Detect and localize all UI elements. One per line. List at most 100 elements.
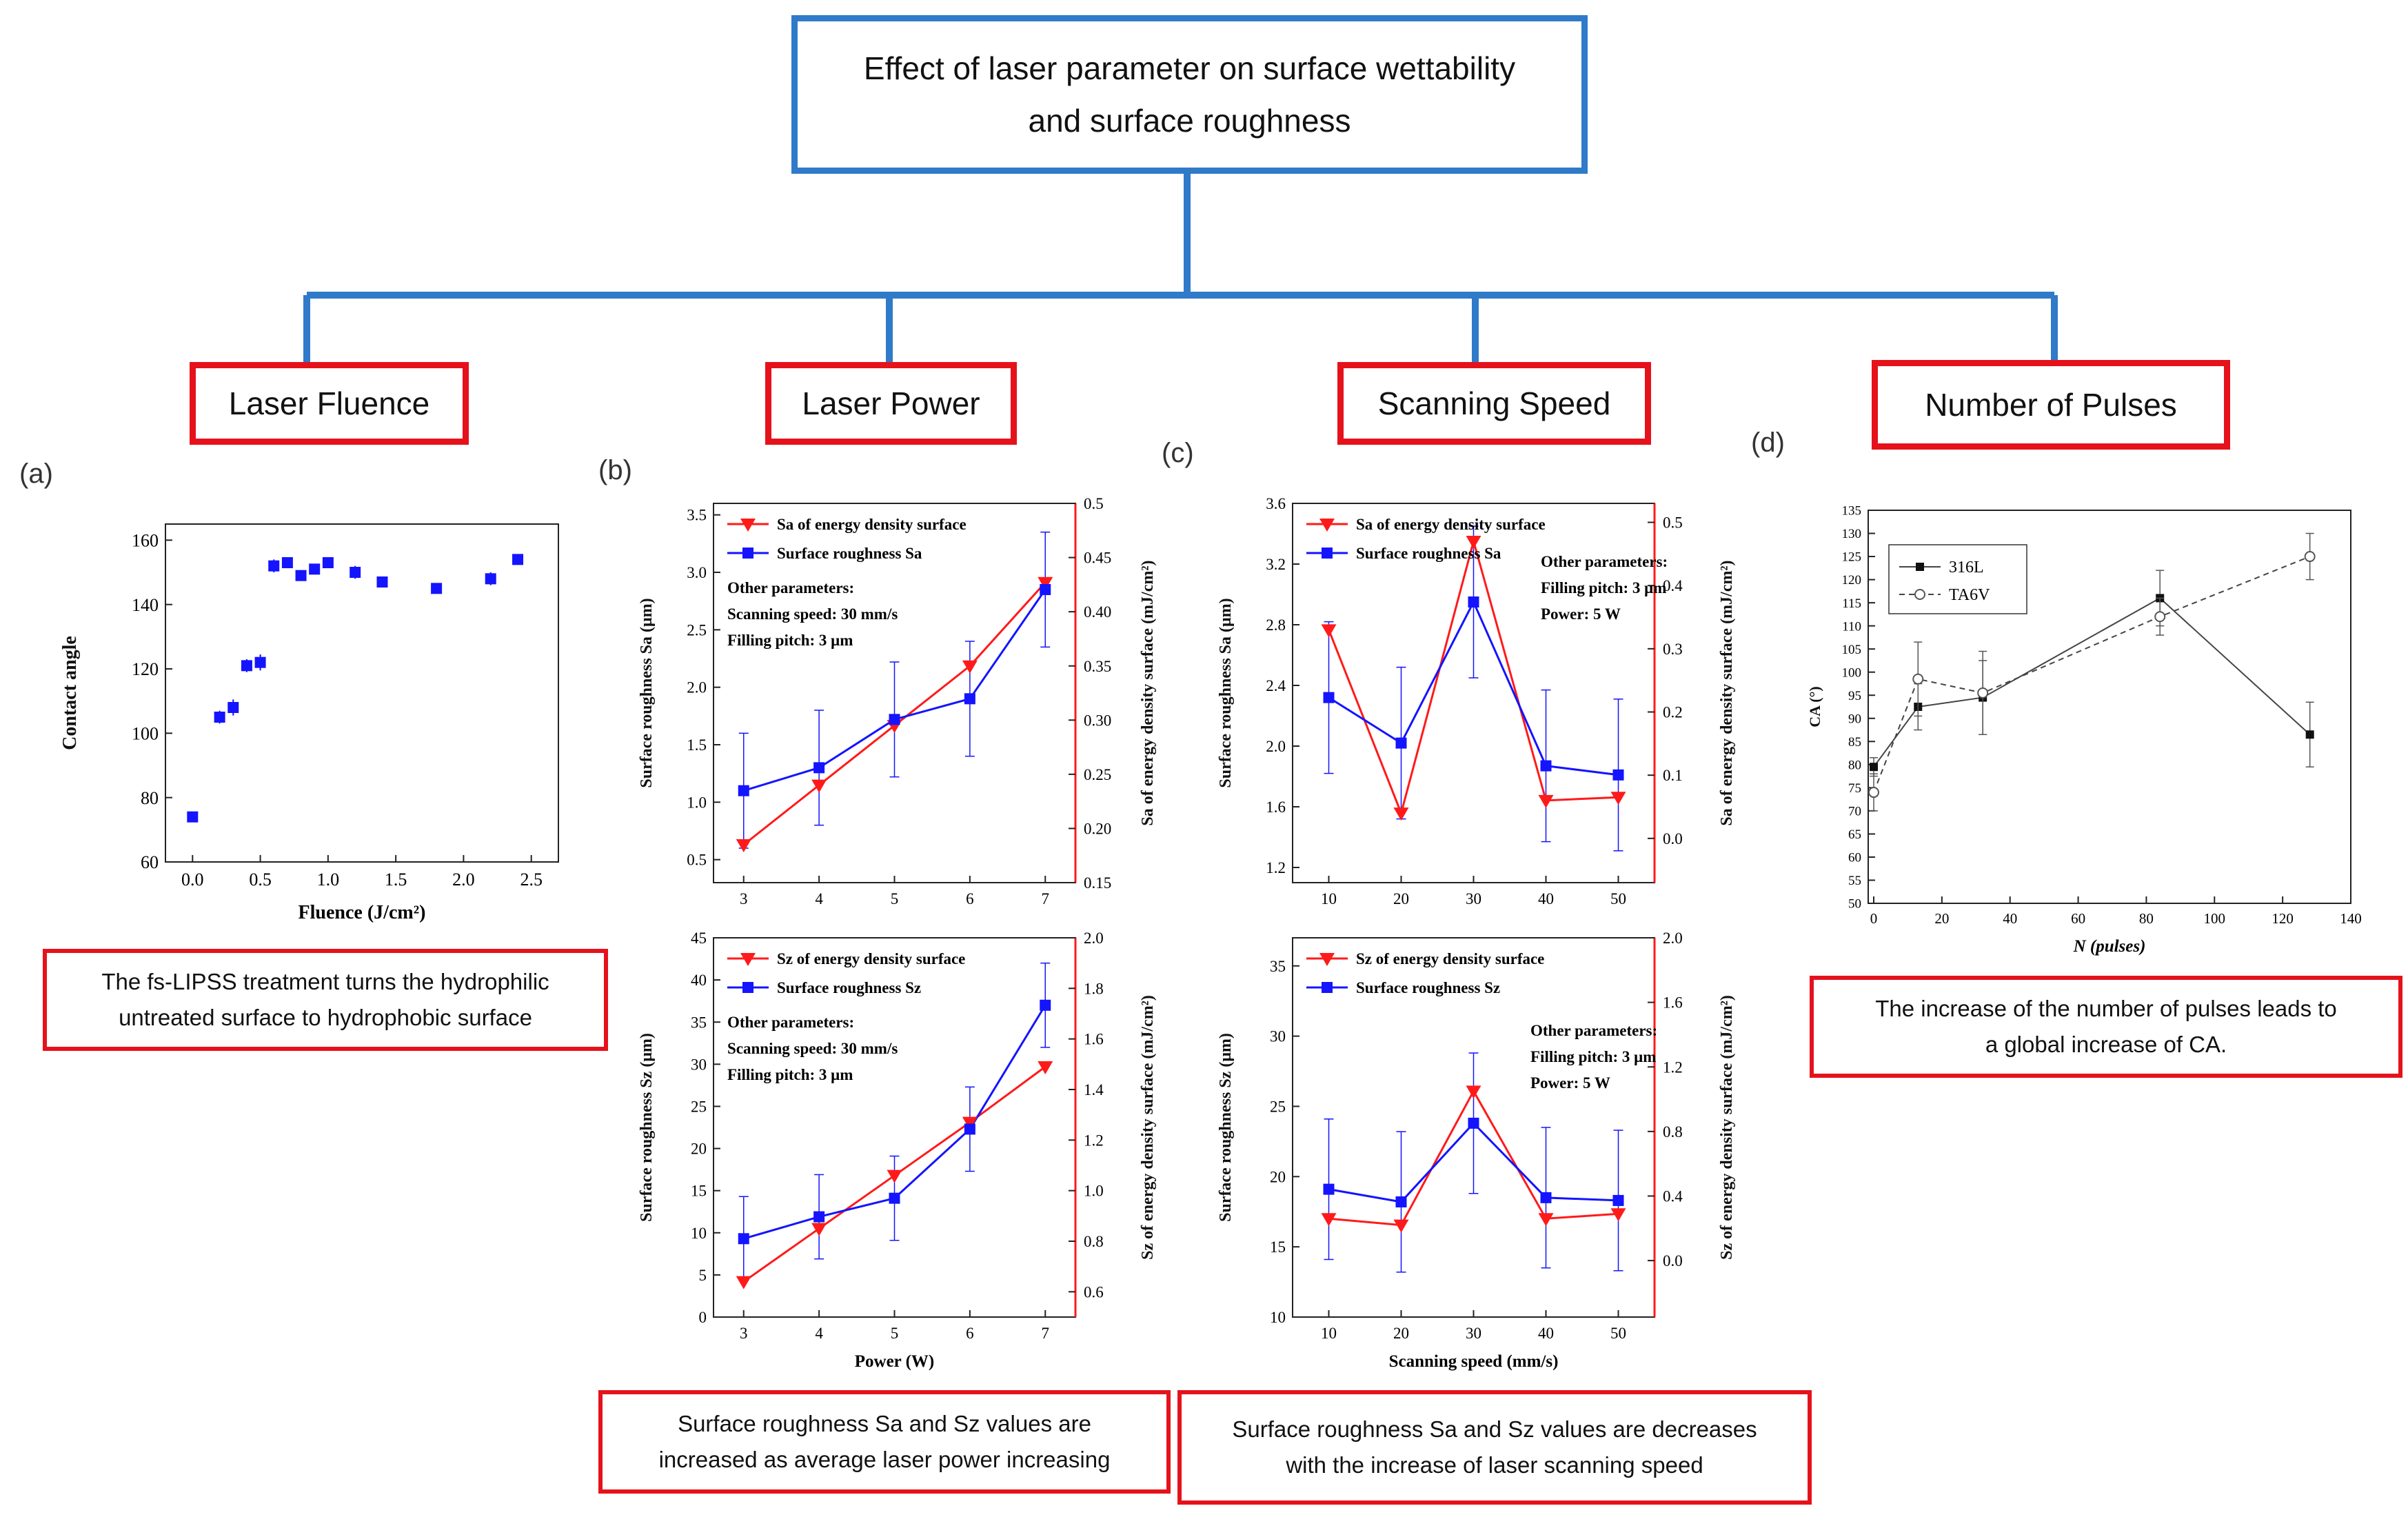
y2-axis-tick-label: 0.30 [1084, 712, 1111, 729]
chart-b-sa-vs-power: 0.5 1.0 1.5 2.0 2.5 3.0 3.5 0.15 0.20 0.25 0.30 0.3… [638, 495, 1157, 907]
series-line-316L [1873, 597, 2311, 767]
x-axis-tick-label: 120 [2272, 910, 2294, 927]
y-axis-tick-label: 100 [1842, 665, 1862, 680]
y-axis-tick-label: 20 [1270, 1168, 1286, 1185]
y-axis-tick-label: 30 [691, 1056, 707, 1073]
y-axis-tick-label: 2.4 [1266, 677, 1286, 694]
data-point-316L [1870, 763, 1878, 772]
param-laser-fluence: Laser Fluence [190, 362, 469, 445]
parameter-note: Filling pitch: 3 μm [1541, 579, 1666, 596]
y-axis-tick-label: 120 [1842, 573, 1862, 588]
y2-axis-title: Sz of energy density surface (mJ/cm²) [1718, 995, 1736, 1260]
y2-axis-tick-label: 0.5 [1663, 514, 1683, 532]
data-point [241, 660, 252, 672]
caption-d-line1: The increase of the number of pulses lea… [1875, 996, 2337, 1021]
parameter-note: Power: 5 W [1541, 605, 1621, 623]
data-point-blue [1040, 999, 1051, 1011]
x-axis-tick-label: 4 [815, 890, 823, 907]
y-axis-tick-label: 5 [699, 1267, 707, 1284]
parameter-note: Scanning speed: 30 mm/s [727, 1040, 898, 1057]
y2-axis-tick-label: 0.5 [1084, 495, 1104, 512]
x-axis-tick-label: 10 [1321, 1325, 1337, 1342]
y2-axis-tick-label: 0.40 [1084, 603, 1111, 621]
legend-marker-red [740, 519, 756, 532]
x-axis-tick-label: 30 [1466, 1325, 1481, 1342]
x-axis-tick-label: 140 [2340, 910, 2362, 927]
y2-axis-tick-label: 1.6 [1663, 994, 1683, 1012]
legend-label-blue: Surface roughness Sa [777, 545, 922, 562]
legend-marker-blue [742, 982, 753, 993]
y2-axis-tick-label: 0.1 [1663, 767, 1683, 784]
parameter-note: Filling pitch: 3 μm [727, 632, 853, 649]
plot-frame [1868, 510, 2351, 904]
x-axis-title: N (pulses) [2073, 937, 2146, 956]
legend-label-316L: 316L [1949, 559, 1984, 576]
y2-axis-tick-label: 0.25 [1084, 766, 1111, 783]
chart-d-ca-vs-pulses: 50 55 60 65 70 75 80 85 90 95 100 105 110 115 120 125 13… [1806, 504, 2362, 956]
y-axis-tick-label: 75 [1848, 781, 1861, 796]
y-axis-tick-label: 70 [1848, 805, 1861, 819]
y2-axis-tick-label: 0.0 [1663, 1252, 1683, 1269]
legend-marker-red [1319, 953, 1335, 966]
y-axis-tick-label: 90 [1848, 712, 1861, 726]
data-point-red [962, 660, 978, 674]
legend-label-blue: Surface roughness Sz [777, 979, 921, 996]
x-axis-tick-label: 1.5 [385, 870, 407, 890]
legend-label-red: Sz of energy density surface [777, 950, 965, 967]
y-axis-tick-label: 130 [1842, 527, 1862, 541]
data-point-red [887, 1169, 902, 1183]
data-point [376, 576, 388, 588]
y-axis-title: CA (°) [1806, 686, 1823, 727]
parameter-note: Other parameters: [727, 579, 854, 596]
y2-axis-tick-label: 2.0 [1084, 930, 1104, 947]
data-point-red [1321, 1213, 1337, 1227]
parameter-note: Scanning speed: 30 mm/s [727, 605, 898, 623]
parameter-note: Other parameters: [727, 1014, 854, 1031]
y-axis-tick-label: 20 [691, 1141, 707, 1158]
data-point-blue [1323, 692, 1335, 703]
y-axis-tick-label: 15 [1270, 1238, 1286, 1256]
caption-d: The increase of the number of pulses lea… [1810, 976, 2402, 1078]
x-axis-tick-label: 4 [815, 1325, 823, 1342]
y-axis-tick-label: 0.5 [687, 852, 707, 869]
y-axis-tick-label: 2.8 [1266, 616, 1286, 634]
y-axis-tick-label: 85 [1848, 735, 1861, 750]
legend-marker-red [1319, 519, 1335, 532]
data-point [485, 573, 496, 585]
y-axis-tick-label: 80 [1848, 758, 1861, 772]
x-axis-title: Fluence (J/cm²) [299, 902, 426, 923]
y2-axis-tick-label: 0.2 [1663, 704, 1683, 721]
y2-axis-tick-label: 0.6 [1084, 1283, 1104, 1301]
panel-label-b: (b) [598, 455, 632, 485]
y2-axis-title: Sa of energy density surface (mJ/cm²) [1139, 560, 1157, 825]
tree-connectors [303, 174, 2058, 365]
caption-b-line1: Surface roughness Sa and Sz values are [678, 1411, 1091, 1436]
y2-axis-tick-label: 1.6 [1084, 1031, 1104, 1048]
y2-axis-tick-label: 0.20 [1084, 820, 1111, 837]
data-point-TA6V [1868, 787, 1879, 799]
y-axis-tick-label: 110 [1842, 619, 1861, 634]
y-axis-tick-label: 1.0 [687, 794, 707, 811]
data-point-red [1038, 576, 1053, 590]
x-axis-tick-label: 80 [2139, 910, 2154, 927]
caption-d-line2: a global increase of CA. [1985, 1032, 2227, 1057]
parameter-note: Power: 5 W [1530, 1074, 1610, 1092]
y-axis-tick-label: 55 [1848, 874, 1861, 888]
caption-b: Surface roughness Sa and Sz values are i… [598, 1390, 1171, 1494]
y-axis-tick-label: 105 [1842, 643, 1862, 657]
data-point-red [1610, 1208, 1626, 1222]
y2-axis-tick-label: 0.8 [1663, 1123, 1683, 1141]
data-point [227, 702, 239, 713]
caption-a: The fs-LIPSS treatment turns the hydroph… [43, 949, 608, 1051]
y2-axis-tick-label: 0.45 [1084, 550, 1111, 567]
y2-axis-tick-label: 0.15 [1084, 874, 1111, 892]
x-axis-tick-label: 20 [1393, 890, 1409, 907]
y2-axis-tick-label: 2.0 [1663, 930, 1683, 947]
y2-axis-tick-label: 0.4 [1663, 1188, 1683, 1205]
data-point [431, 583, 443, 594]
data-point [254, 656, 266, 668]
y2-axis-tick-label: 1.2 [1663, 1058, 1683, 1076]
y2-axis-title: Sz of energy density surface (mJ/cm²) [1139, 995, 1157, 1260]
data-point-red [1038, 1061, 1053, 1074]
data-point-blue [1040, 584, 1051, 595]
